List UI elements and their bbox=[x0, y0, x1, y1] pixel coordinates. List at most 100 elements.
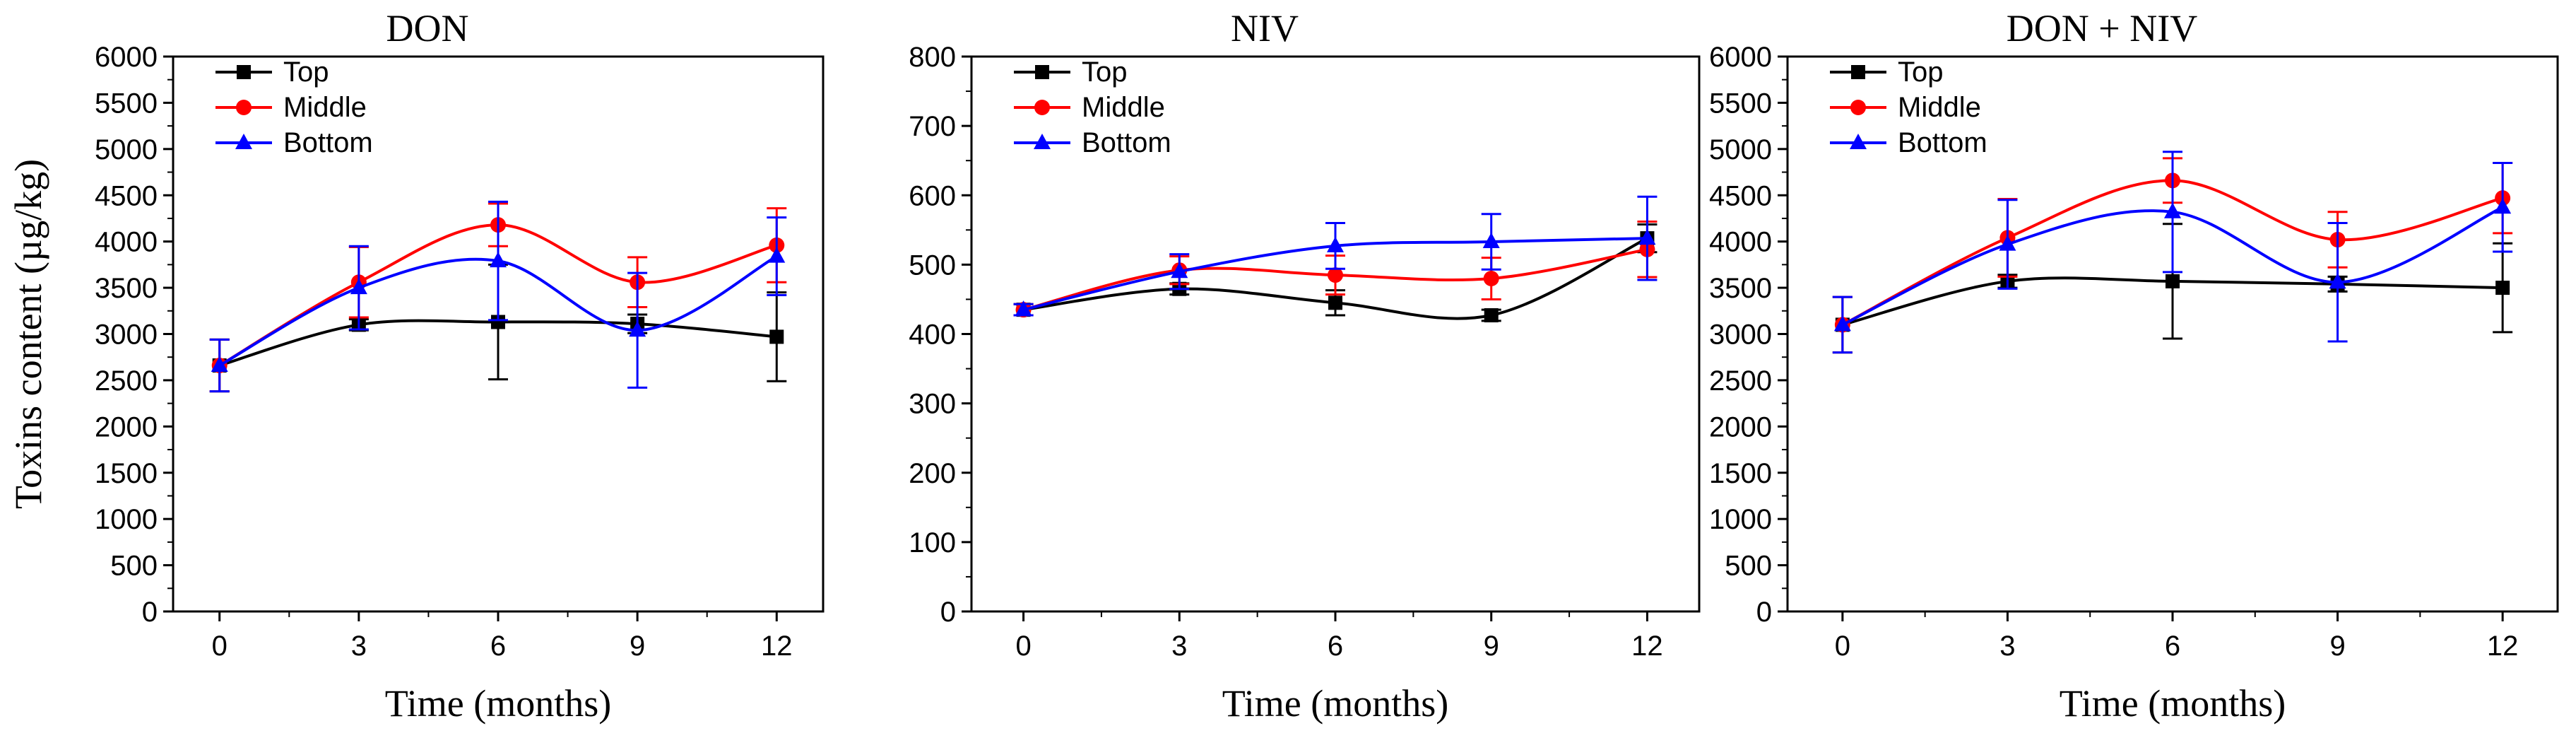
y-tick-label: 500 bbox=[110, 551, 158, 582]
y-tick-label: 1000 bbox=[95, 504, 158, 535]
data-point bbox=[350, 279, 367, 295]
chart-title: NIV bbox=[1231, 7, 1299, 49]
chart-panel-0: 0 500 1000 1500 2000 2500 3000 3500 4000 4500 5000… bbox=[7, 7, 825, 725]
x-tick-label: 6 bbox=[2165, 631, 2180, 662]
data-point bbox=[768, 247, 786, 263]
y-tick-label: 1500 bbox=[1709, 458, 1772, 489]
data-point bbox=[1482, 232, 1500, 248]
legend-marker bbox=[235, 134, 252, 149]
legend-marker bbox=[1034, 134, 1051, 149]
data-point bbox=[491, 315, 505, 329]
y-tick-label: 5500 bbox=[1709, 88, 1772, 119]
data-point bbox=[1484, 308, 1499, 323]
data-point bbox=[2494, 198, 2512, 214]
y-tick-label: 0 bbox=[142, 597, 158, 628]
legend-label: Bottom bbox=[1082, 127, 1171, 158]
legend: Top Middle Bottom bbox=[1014, 57, 1171, 158]
legend-marker bbox=[1034, 100, 1050, 115]
x-tick-label: 6 bbox=[490, 631, 506, 662]
chart-panel-2: 0 500 1000 1500 2000 2500 3000 3500 4000 4500 5000… bbox=[1709, 7, 2559, 725]
x-tick-label: 6 bbox=[1328, 631, 1343, 662]
plot-frame bbox=[970, 55, 1701, 613]
data-point bbox=[1638, 229, 1656, 245]
y-tick-label: 5000 bbox=[95, 134, 158, 165]
y-tick-label: 3000 bbox=[1709, 320, 1772, 351]
legend: Top Middle Bottom bbox=[215, 57, 373, 158]
legend-marker bbox=[1850, 100, 1866, 115]
legend-marker bbox=[237, 65, 251, 79]
x-tick-label: 3 bbox=[1999, 631, 2015, 662]
x-tick-label: 9 bbox=[1484, 631, 1499, 662]
x-tick-label: 9 bbox=[630, 631, 645, 662]
y-tick-label: 0 bbox=[940, 597, 956, 628]
y-tick-label: 300 bbox=[909, 389, 956, 420]
x-tick-label: 3 bbox=[1171, 631, 1187, 662]
y-tick-label: 800 bbox=[909, 42, 956, 73]
x-tick-label: 0 bbox=[1835, 631, 1850, 662]
y-tick-label: 3500 bbox=[95, 273, 158, 304]
y-tick-label: 3000 bbox=[95, 320, 158, 351]
y-tick-label: 2000 bbox=[95, 411, 158, 443]
y-axis-label: Toxins content (µg/kg) bbox=[7, 159, 49, 509]
y-tick-label: 4000 bbox=[95, 227, 158, 258]
data-point bbox=[1328, 267, 1343, 283]
data-point bbox=[1483, 271, 1499, 286]
legend-label: Bottom bbox=[1898, 127, 1987, 158]
y-tick-label: 500 bbox=[909, 250, 956, 281]
data-point bbox=[2164, 202, 2181, 218]
y-tick-label: 200 bbox=[909, 458, 956, 489]
y-tick-label: 2000 bbox=[1709, 411, 1772, 443]
y-tick-label: 4000 bbox=[1709, 227, 1772, 258]
legend-marker bbox=[1035, 65, 1049, 79]
series-bottom bbox=[1832, 151, 2513, 354]
y-tick-label: 3500 bbox=[1709, 273, 1772, 304]
x-tick-label: 0 bbox=[212, 631, 228, 662]
y-tick-label: 4500 bbox=[1709, 180, 1772, 211]
y-tick-label: 400 bbox=[909, 320, 956, 351]
legend-label: Top bbox=[1898, 57, 1944, 88]
y-tick-label: 6000 bbox=[1709, 42, 1772, 73]
data-point bbox=[1171, 262, 1188, 279]
y-tick-label: 0 bbox=[1756, 597, 1772, 628]
x-tick-label: 12 bbox=[2487, 631, 2519, 662]
data-point bbox=[2166, 274, 2180, 288]
data-point bbox=[2495, 281, 2510, 295]
data-point bbox=[1327, 236, 1344, 252]
y-tick-label: 5500 bbox=[95, 88, 158, 119]
x-tick-label: 3 bbox=[351, 631, 367, 662]
x-tick-label: 0 bbox=[1015, 631, 1031, 662]
data-point bbox=[1015, 300, 1032, 317]
y-tick-label: 2500 bbox=[1709, 365, 1772, 397]
series-bottom bbox=[209, 200, 787, 393]
legend: Top Middle Bottom bbox=[1830, 57, 1987, 158]
x-tick-label: 9 bbox=[2329, 631, 2345, 662]
y-tick-label: 5000 bbox=[1709, 134, 1772, 165]
y-tick-label: 1000 bbox=[1709, 504, 1772, 535]
x-axis-label: Time (months) bbox=[1222, 682, 1449, 725]
legend-label: Bottom bbox=[283, 127, 373, 158]
data-point bbox=[490, 252, 507, 268]
legend-marker bbox=[1851, 65, 1865, 79]
data-point bbox=[629, 321, 646, 337]
data-point bbox=[769, 329, 784, 344]
data-point bbox=[2329, 273, 2346, 289]
y-tick-label: 500 bbox=[1725, 551, 1772, 582]
x-axis-label: Time (months) bbox=[2060, 682, 2286, 725]
legend-label: Middle bbox=[283, 92, 367, 123]
x-tick-label: 12 bbox=[761, 631, 793, 662]
y-tick-label: 4500 bbox=[95, 180, 158, 211]
y-tick-label: 6000 bbox=[95, 42, 158, 73]
data-point bbox=[1328, 295, 1342, 310]
chart-title: DON + NIV bbox=[2007, 7, 2197, 49]
y-tick-label: 1500 bbox=[95, 458, 158, 489]
legend-marker bbox=[1850, 134, 1867, 149]
data-point bbox=[1999, 235, 2016, 251]
legend-label: Middle bbox=[1898, 92, 1981, 123]
legend-marker bbox=[236, 100, 252, 115]
series-bottom bbox=[1013, 195, 1658, 317]
y-tick-label: 600 bbox=[909, 180, 956, 211]
y-tick-label: 700 bbox=[909, 111, 956, 142]
legend-label: Top bbox=[283, 57, 329, 88]
y-tick-label: 2500 bbox=[95, 365, 158, 397]
